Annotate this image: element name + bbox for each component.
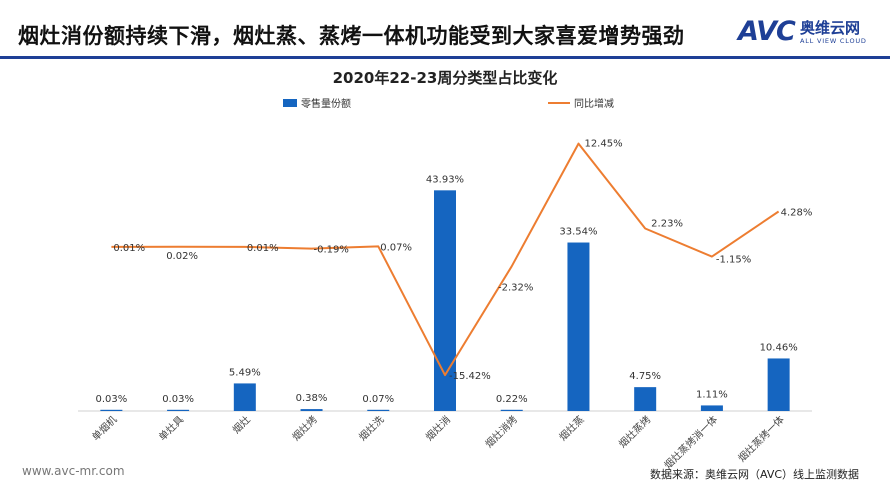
x-tick-label-3: 烟灶烤 [289, 413, 319, 443]
bar-7 [567, 242, 590, 411]
yoy-line [111, 142, 780, 377]
line-label-8: 2.23% [651, 218, 683, 229]
logo-avc-text: AVC [738, 16, 796, 47]
legend-bar-label: 零售量份额 [301, 97, 351, 110]
avc-logo: AVC 奥维云网 ALL VIEW CLOUD [738, 16, 878, 52]
bar-label-0: 0.03% [95, 394, 127, 405]
bar-1 [167, 409, 190, 411]
line-label-6: -2.32% [498, 282, 533, 293]
x-tick-label-4: 烟灶洗 [356, 413, 386, 443]
bar-label-4: 0.07% [362, 394, 394, 405]
data-source-note: 数据来源：奥维云网（AVC）线上监测数据 [650, 468, 860, 481]
bar-10 [767, 358, 790, 411]
line-label-2: 0.01% [247, 243, 279, 254]
bar-label-7: 33.54% [559, 227, 597, 238]
bar-label-8: 4.75% [629, 371, 661, 382]
logo-name-cn: 奥维云网 [800, 19, 861, 37]
x-tick-label-5: 烟灶消 [423, 413, 453, 443]
x-tick-label-9: 烟灶蒸烤消一体 [661, 413, 720, 472]
line-label-3: -0.19% [314, 245, 349, 256]
line-label-4: 0.07% [380, 242, 412, 253]
bar-label-5: 43.93% [426, 174, 464, 185]
bar-label-6: 0.22% [496, 394, 528, 405]
page-title: 烟灶消份额持续下滑，烟灶蒸、蒸烤一体机功能受到大家喜爱增势强劲 [18, 24, 685, 48]
x-tick-label-1: 单灶具 [156, 413, 186, 443]
x-tick-label-6: 烟灶消烤 [482, 413, 519, 450]
x-tick-label-10: 烟灶蒸烤一体 [735, 413, 787, 465]
bar-label-1: 0.03% [162, 394, 194, 405]
bar-label-9: 1.11% [696, 389, 728, 400]
bar-4 [367, 409, 390, 411]
x-tick-label-2: 烟灶 [230, 413, 253, 436]
line-label-10: 4.28% [781, 207, 813, 218]
x-tick-label-8: 烟灶蒸烤 [616, 413, 653, 450]
footer-url: www.avc-mr.com [22, 464, 125, 478]
bar-6 [500, 409, 523, 411]
logo-name-en: ALL VIEW CLOUD [800, 37, 867, 45]
legend: 零售量份额 同比增减 [283, 97, 614, 110]
bar-5 [434, 190, 456, 411]
line-label-9: -1.15% [716, 255, 751, 266]
bar-3 [300, 409, 323, 411]
bar-9 [700, 405, 723, 411]
bar-label-2: 5.49% [229, 367, 261, 378]
line-label-0: 0.01% [113, 243, 145, 254]
x-tick-label-7: 烟灶蒸 [556, 413, 586, 443]
line-label-1: 0.02% [166, 251, 198, 262]
chart-title: 2020年22-23周分类型占比变化 [333, 69, 558, 87]
bar-2 [233, 383, 256, 411]
line-label-7: 12.45% [584, 139, 622, 150]
x-tick-label-0: 单烟机 [89, 413, 119, 443]
bar-8 [634, 387, 657, 411]
header-divider [0, 56, 890, 59]
bar-0 [100, 409, 123, 411]
bar-label-10: 10.46% [760, 342, 798, 353]
legend-line-label: 同比增减 [574, 97, 614, 110]
legend-bar-swatch [283, 99, 297, 107]
line-label-5: -15.42% [449, 371, 491, 382]
bar-label-3: 0.38% [296, 393, 328, 404]
